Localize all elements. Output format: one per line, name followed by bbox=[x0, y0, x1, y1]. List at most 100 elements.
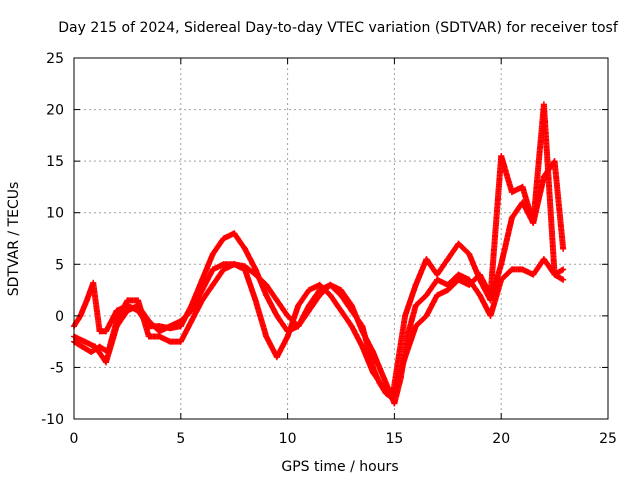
data-point bbox=[135, 302, 142, 309]
data-point bbox=[177, 323, 184, 330]
data-point bbox=[348, 302, 355, 309]
series-markers bbox=[71, 101, 567, 397]
data-point bbox=[476, 292, 483, 299]
y-tick-label: -10 bbox=[41, 412, 64, 428]
data-point bbox=[252, 271, 259, 278]
data-point bbox=[231, 230, 238, 237]
data-point bbox=[359, 343, 366, 350]
data-point bbox=[395, 354, 402, 361]
data-point bbox=[508, 189, 515, 196]
y-axis-label: SDTVAR / TECUs bbox=[6, 182, 22, 297]
data-point bbox=[370, 348, 377, 355]
data-point bbox=[551, 158, 558, 165]
data-point bbox=[188, 307, 195, 314]
data-point bbox=[508, 214, 515, 221]
data-point bbox=[284, 312, 291, 319]
data-point bbox=[81, 338, 88, 345]
data-point bbox=[423, 292, 430, 299]
data-point bbox=[96, 328, 103, 335]
y-tick-label: 10 bbox=[46, 206, 64, 222]
data-point bbox=[113, 323, 120, 330]
data-point bbox=[295, 302, 302, 309]
data-point bbox=[199, 287, 206, 294]
data-point bbox=[466, 250, 473, 257]
data-point bbox=[423, 256, 430, 263]
data-point bbox=[273, 354, 280, 361]
data-point bbox=[338, 307, 344, 314]
data-point bbox=[284, 333, 291, 340]
data-point bbox=[498, 261, 505, 268]
y-tick-label: 20 bbox=[46, 103, 64, 119]
data-point bbox=[487, 312, 494, 319]
data-point bbox=[444, 256, 451, 263]
data-point bbox=[273, 297, 280, 304]
y-tick-label: -5 bbox=[50, 360, 64, 376]
data-point bbox=[455, 240, 462, 247]
data-point bbox=[370, 369, 377, 376]
y-tick-label: 5 bbox=[55, 257, 64, 273]
data-point bbox=[380, 374, 387, 381]
data-point bbox=[530, 220, 537, 227]
data-point bbox=[466, 281, 473, 288]
x-tick-label: 5 bbox=[176, 431, 185, 447]
data-point bbox=[560, 245, 567, 252]
data-point bbox=[412, 323, 419, 330]
data-point bbox=[359, 328, 366, 335]
x-tick-label: 0 bbox=[70, 431, 79, 447]
data-point bbox=[177, 338, 184, 345]
data-point bbox=[560, 276, 567, 283]
data-point bbox=[540, 256, 547, 263]
data-point bbox=[252, 297, 259, 304]
x-tick-label: 25 bbox=[599, 431, 617, 447]
y-tick-label: 0 bbox=[55, 309, 64, 325]
data-point bbox=[519, 266, 526, 273]
data-point bbox=[455, 271, 462, 278]
data-point bbox=[434, 292, 441, 299]
data-point bbox=[444, 287, 451, 294]
data-point bbox=[498, 152, 505, 159]
data-point bbox=[455, 276, 462, 283]
data-point bbox=[402, 354, 409, 361]
data-point bbox=[402, 312, 409, 319]
data-point bbox=[263, 292, 270, 299]
data-point bbox=[209, 250, 216, 257]
data-point bbox=[220, 261, 227, 268]
x-tick-label: 15 bbox=[385, 431, 403, 447]
data-point bbox=[380, 385, 387, 392]
series-track-c bbox=[71, 101, 567, 397]
data-point bbox=[103, 359, 110, 366]
data-point bbox=[241, 245, 248, 252]
data-point bbox=[305, 287, 312, 294]
data-point bbox=[199, 276, 206, 283]
data-point bbox=[423, 312, 430, 319]
data-point bbox=[316, 292, 323, 299]
x-axis-label: GPS time / hours bbox=[281, 459, 398, 475]
data-point bbox=[92, 343, 99, 350]
data-point bbox=[231, 261, 238, 268]
data-point bbox=[295, 323, 302, 330]
data-point bbox=[412, 281, 419, 288]
data-point bbox=[508, 266, 515, 273]
data-point bbox=[156, 328, 163, 335]
data-point bbox=[348, 323, 355, 330]
data-point bbox=[263, 333, 270, 340]
data-point bbox=[83, 297, 90, 304]
data-point bbox=[88, 348, 95, 355]
plot-frame bbox=[73, 57, 609, 420]
data-point bbox=[167, 338, 174, 345]
data-point bbox=[434, 276, 441, 283]
data-point bbox=[90, 279, 97, 286]
data-point bbox=[79, 343, 86, 350]
axis-ticks: 0 5 10 15 20 25 -10 -5 0 5 10 15 20 25 bbox=[41, 51, 617, 447]
data-point bbox=[167, 323, 174, 330]
data-point bbox=[188, 318, 195, 325]
data-point bbox=[220, 235, 227, 242]
data-point bbox=[177, 318, 184, 325]
y-tick-label: 25 bbox=[46, 51, 64, 67]
data-point bbox=[434, 271, 441, 278]
data-point bbox=[530, 271, 537, 278]
data-point bbox=[327, 281, 334, 288]
y-tick-label: 15 bbox=[46, 154, 64, 170]
data-point bbox=[305, 307, 312, 314]
